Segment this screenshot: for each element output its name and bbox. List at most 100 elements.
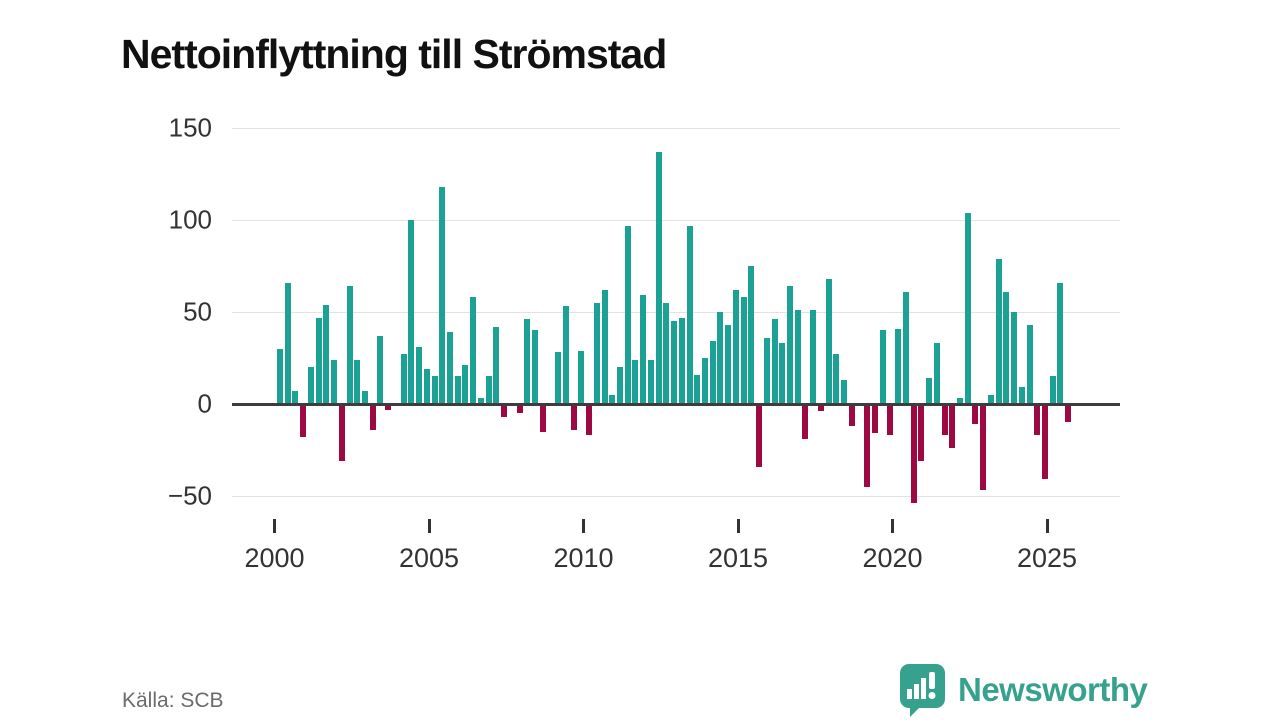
logo-bar-2 — [914, 684, 919, 699]
bar-2014-q3 — [725, 324, 732, 404]
bar-2008-q2 — [531, 330, 538, 404]
bar-2002-q1 — [338, 404, 345, 462]
bar-2016-q3 — [786, 286, 793, 404]
bar-2009-q2 — [562, 306, 569, 404]
bar-2014-q1 — [709, 341, 716, 404]
bar-2019-q4 — [887, 404, 894, 436]
bar-2000-q1 — [277, 348, 283, 404]
bar-2012-q4 — [671, 321, 678, 404]
bar-2015-q2 — [748, 266, 755, 404]
bar-2011-q2 — [624, 225, 631, 404]
bar-2018-q1 — [833, 354, 840, 404]
bar-2020-q4 — [918, 404, 925, 462]
bar-2012-q1 — [647, 359, 654, 404]
zero-axis-line — [232, 403, 1120, 406]
bar-2002-q3 — [354, 359, 361, 404]
bar-2008-q1 — [524, 319, 531, 404]
x-tick-mark-2020 — [891, 519, 894, 533]
bar-2024-q2 — [1026, 324, 1033, 404]
bar-2006-q3 — [477, 398, 484, 404]
logo-bar-3 — [921, 678, 926, 699]
bar-2022-q4 — [980, 404, 987, 491]
bar-2017-q3 — [817, 404, 824, 412]
bar-2003-q3 — [385, 404, 392, 410]
bar-2013-q2 — [686, 225, 693, 404]
bar-2001-q4 — [331, 359, 338, 404]
bar-2007-q4 — [516, 404, 523, 414]
bar-2004-q3 — [416, 346, 423, 404]
bar-2013-q1 — [678, 317, 685, 404]
bar-2017-q2 — [810, 310, 817, 404]
bar-2004-q4 — [423, 369, 430, 404]
bar-2011-q1 — [616, 367, 623, 404]
bar-2015-q1 — [740, 297, 747, 404]
gridline-150 — [232, 128, 1120, 129]
bar-2017-q1 — [802, 404, 809, 439]
bar-2006-q2 — [470, 297, 477, 404]
bar-2011-q3 — [632, 359, 639, 404]
bar-2023-q1 — [987, 394, 994, 404]
bar-2006-q1 — [462, 365, 469, 404]
bar-2001-q1 — [307, 367, 314, 404]
x-tick-mark-2015 — [736, 519, 740, 533]
bar-2016-q2 — [779, 343, 786, 404]
bar-2024-q3 — [1034, 404, 1041, 436]
bar-2020-q1 — [895, 328, 902, 404]
y-tick-label-100: 100 — [168, 204, 212, 235]
x-tick-label-2025: 2025 — [1016, 543, 1078, 573]
newsworthy-logo-icon — [900, 664, 945, 717]
bar-2025-q1 — [1049, 376, 1056, 404]
bar-2006-q4 — [485, 376, 492, 404]
bar-2013-q4 — [701, 358, 708, 404]
bar-2002-q2 — [346, 286, 353, 404]
bar-2016-q4 — [794, 310, 801, 404]
bar-2016-q1 — [771, 319, 778, 404]
bar-2023-q3 — [1003, 291, 1010, 404]
x-tick-label-2010: 2010 — [553, 543, 614, 573]
bar-2010-q2 — [593, 302, 600, 404]
bar-2020-q2 — [902, 291, 909, 404]
logo-exclamation-stem — [929, 672, 935, 689]
bar-2009-q3 — [570, 404, 577, 430]
gridline-−50 — [232, 496, 1120, 497]
bar-2019-q3 — [879, 330, 886, 404]
bar-2021-q4 — [949, 404, 956, 449]
gridline-100 — [232, 220, 1120, 221]
bar-2023-q4 — [1011, 312, 1018, 404]
bar-2019-q1 — [864, 404, 871, 487]
bar-2010-q4 — [609, 394, 616, 404]
x-tick-mark-2010 — [582, 519, 585, 533]
bar-2012-q2 — [655, 151, 662, 404]
bar-2021-q2 — [933, 343, 940, 404]
bar-2007-q1 — [493, 326, 500, 404]
x-tick-mark-2000 — [273, 519, 276, 533]
y-tick-label-150: 150 — [168, 112, 212, 143]
bar-2010-q3 — [601, 289, 608, 404]
newsworthy-logo-text: Newsworthy — [958, 671, 1148, 708]
bar-2003-q1 — [369, 404, 376, 430]
bar-2017-q4 — [825, 278, 832, 404]
x-tick-label-2000: 2000 — [244, 543, 305, 573]
bar-2013-q3 — [694, 374, 701, 404]
bar-2003-q2 — [377, 335, 384, 404]
logo-bar-1 — [907, 689, 912, 699]
bar-2005-q2 — [439, 186, 446, 404]
x-tick-mark-2005 — [427, 519, 431, 533]
bar-2020-q3 — [910, 404, 917, 504]
bar-2005-q3 — [446, 332, 453, 404]
bar-2025-q2 — [1057, 282, 1064, 404]
bar-2024-q1 — [1018, 387, 1025, 404]
bar-2000-q2 — [284, 282, 291, 404]
bar-2004-q1 — [400, 354, 407, 404]
bar-2021-q3 — [941, 404, 948, 436]
x-tick-label-2015: 2015 — [707, 543, 769, 573]
logo-exclamation-dot — [928, 692, 936, 699]
y-tick-label-−50: −50 — [167, 480, 212, 511]
bar-2001-q3 — [323, 304, 330, 404]
bar-2010-q1 — [586, 404, 593, 436]
bar-2007-q2 — [501, 404, 508, 417]
bar-2011-q4 — [640, 295, 647, 404]
bar-2005-q4 — [454, 376, 461, 404]
bar-2002-q4 — [361, 391, 368, 404]
